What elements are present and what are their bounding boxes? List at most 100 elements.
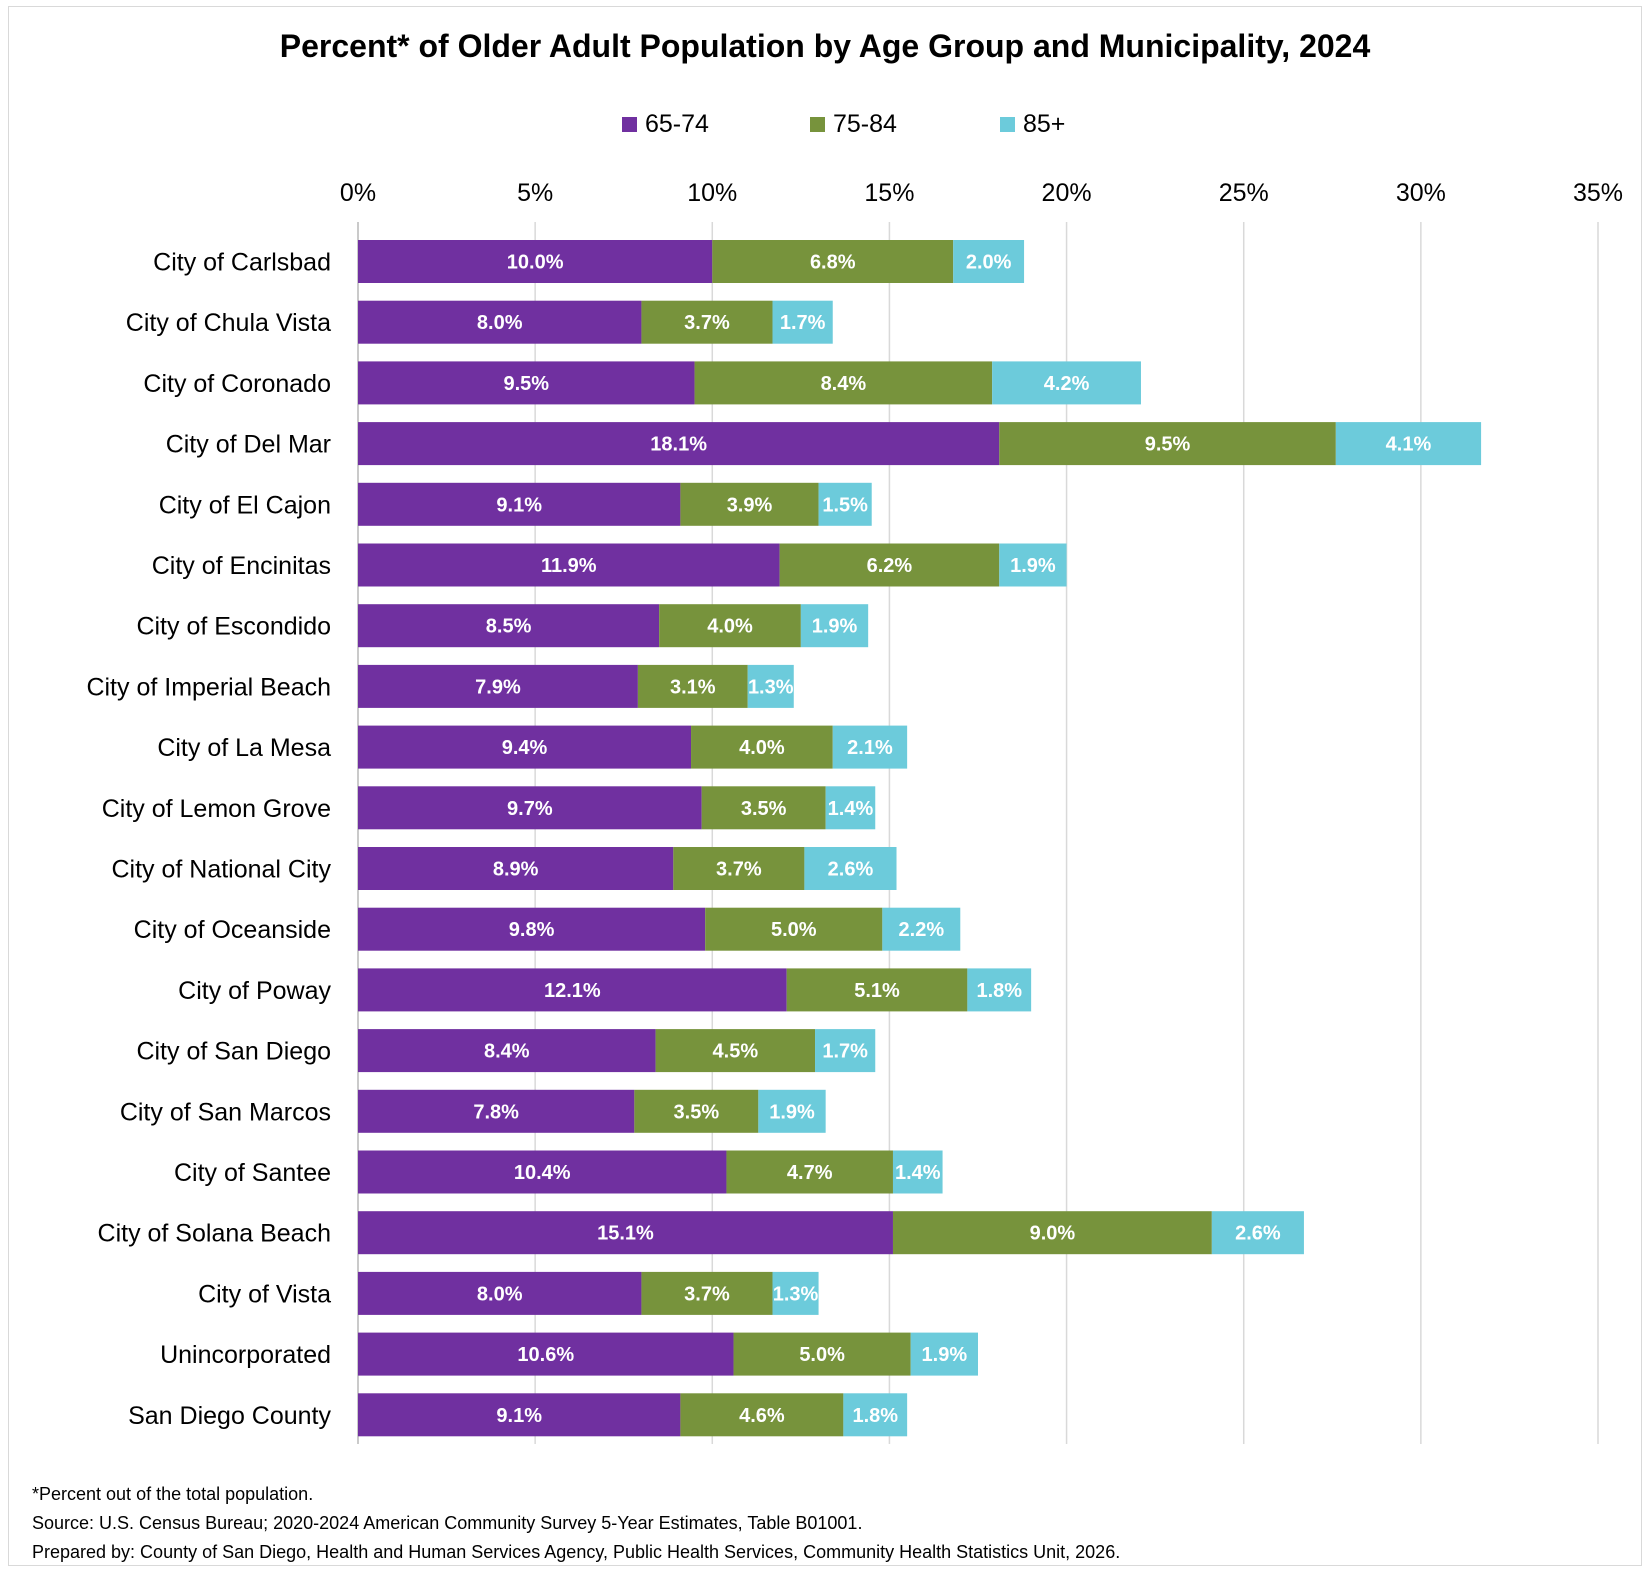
bar-segment (733, 1332, 911, 1376)
data-label: 4.0% (739, 737, 785, 759)
data-label: 4.5% (713, 1041, 759, 1063)
bar-segment (358, 907, 706, 951)
bar-segment (680, 482, 819, 526)
x-tick-label: 20% (1042, 179, 1092, 207)
category-label: City of Oceanside (134, 916, 331, 944)
bar-segment (358, 725, 692, 769)
bar-segment (992, 361, 1141, 405)
data-label: 3.7% (684, 312, 730, 334)
data-label: 8.0% (477, 1283, 523, 1305)
category-label: City of Solana Beach (98, 1220, 331, 1248)
data-label: 5.0% (799, 1344, 845, 1366)
data-label: 7.9% (475, 676, 521, 698)
bar-segment (673, 847, 805, 890)
data-label: 2.0% (966, 252, 1012, 274)
bar-segment (758, 1089, 826, 1133)
category-label: City of Santee (174, 1159, 331, 1187)
bar-segment (358, 240, 713, 283)
bar-segment (1335, 422, 1482, 466)
data-label: 3.9% (727, 494, 773, 516)
legend: 65-74 75-84 85+ (0, 110, 1650, 140)
bar-segment (712, 240, 954, 283)
x-tick-label: 0% (340, 179, 376, 207)
x-tick-label: 30% (1396, 179, 1446, 207)
bar-segment (641, 1271, 773, 1315)
footnotes: *Percent out of the total population. So… (32, 1480, 1120, 1567)
data-label: 1.8% (852, 1405, 898, 1427)
chart-title: Percent* of Older Adult Population by Ag… (279, 28, 1371, 64)
legend-item-75-84: 75-84 (810, 110, 897, 139)
bar-segment (358, 361, 695, 405)
data-label: 4.6% (739, 1405, 785, 1427)
data-label: 9.4% (502, 737, 548, 759)
bar-segment (641, 300, 773, 344)
category-label: City of Coronado (143, 370, 331, 398)
bar-segment (804, 847, 897, 890)
bar-segment (691, 725, 833, 769)
category-label: City of Chula Vista (126, 309, 331, 337)
x-tick-label: 35% (1573, 179, 1623, 207)
legend-label-65-74: 65-74 (645, 110, 709, 138)
data-label: 8.5% (486, 616, 532, 638)
bar-segment (634, 1089, 759, 1133)
data-label: 1.3% (748, 676, 794, 698)
category-label: City of Del Mar (166, 431, 331, 459)
bar-segment (726, 1150, 893, 1194)
bar-segment (358, 786, 702, 830)
chart-frame (8, 6, 1642, 1566)
bar-segment (358, 1089, 635, 1133)
bar-segment (999, 543, 1067, 587)
x-tick-label: 25% (1219, 179, 1269, 207)
bar-segment (779, 543, 1000, 587)
data-label: 1.9% (812, 616, 858, 638)
bar-segment (772, 1271, 819, 1315)
data-label: 6.2% (867, 555, 913, 577)
legend-label-75-84: 75-84 (833, 110, 897, 138)
category-label: City of Carlsbad (153, 249, 331, 277)
data-label: 11.9% (541, 555, 597, 577)
bar-segment (358, 847, 674, 890)
data-label: 9.8% (509, 919, 555, 941)
data-label: 1.9% (769, 1101, 815, 1123)
data-label: 10.6% (517, 1344, 574, 1366)
data-label: 1.9% (922, 1344, 968, 1366)
legend-swatch-65-74 (622, 117, 637, 132)
data-label: 3.5% (741, 798, 787, 820)
bar-segment (825, 786, 876, 830)
data-label: 6.8% (810, 252, 856, 274)
category-label: City of Poway (178, 977, 331, 1005)
bar-segment (637, 664, 748, 708)
data-label: 15.1% (597, 1223, 654, 1245)
category-label: City of Lemon Grove (102, 795, 331, 823)
bar-segment (772, 300, 833, 344)
data-label: 10.4% (514, 1162, 571, 1184)
x-tick-label: 5% (517, 179, 553, 207)
bar-segment (800, 604, 869, 648)
bar-segment (843, 1393, 908, 1437)
data-label: 1.7% (780, 312, 826, 334)
data-label: 8.9% (493, 859, 539, 881)
bar-segment (967, 968, 1032, 1012)
bar-segment (786, 968, 968, 1012)
data-label: 9.7% (507, 798, 553, 820)
category-label: San Diego County (128, 1402, 331, 1430)
data-label: 2.6% (828, 859, 874, 881)
bar-chart-plot: 0% 5% 10% 15% 20% 25% 30% 35% City of Carlsbad 10… (86, 179, 1623, 1444)
bar-segment (892, 1211, 1212, 1255)
bar-segment (358, 1150, 727, 1194)
data-label: 18.1% (650, 434, 707, 456)
x-tick-label: 10% (687, 179, 737, 207)
data-label: 2.6% (1235, 1223, 1281, 1245)
footnote-source: Source: U.S. Census Bureau; 2020-2024 Am… (32, 1513, 863, 1533)
bar-segment (705, 907, 883, 951)
data-label: 9.5% (503, 373, 549, 395)
bar-segment (892, 1150, 943, 1194)
footnote-prepared-by: Prepared by: County of San Diego, Health… (32, 1542, 1121, 1562)
bar-segment (358, 968, 787, 1012)
category-label: City of San Diego (136, 1038, 331, 1066)
data-label: 9.1% (496, 1405, 542, 1427)
category-label: City of Imperial Beach (86, 673, 331, 701)
data-label: 1.3% (773, 1283, 819, 1305)
data-label: 8.4% (484, 1041, 530, 1063)
data-label: 1.4% (895, 1162, 941, 1184)
